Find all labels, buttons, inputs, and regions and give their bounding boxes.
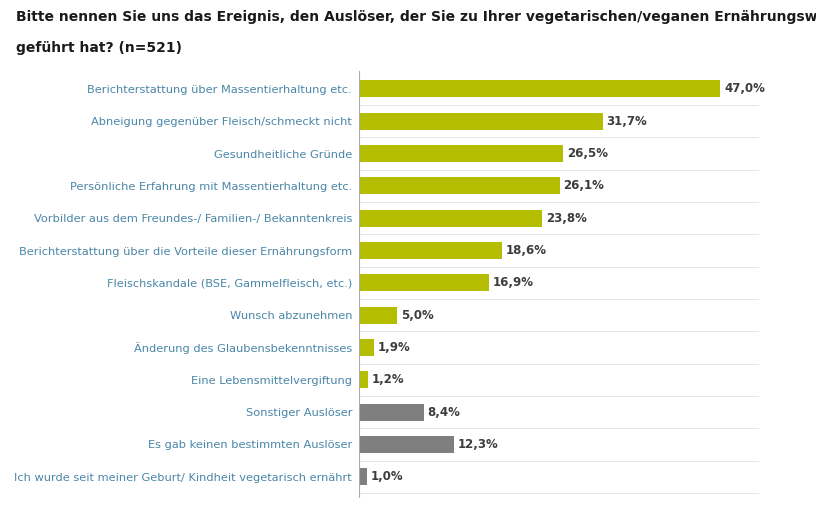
Bar <box>359 468 366 485</box>
Bar <box>359 80 721 98</box>
Text: 1,0%: 1,0% <box>370 470 403 483</box>
Bar <box>359 371 368 388</box>
Bar <box>359 339 374 356</box>
Text: 12,3%: 12,3% <box>458 438 499 451</box>
Text: 47,0%: 47,0% <box>725 82 765 96</box>
Text: geführt hat? (n=521): geführt hat? (n=521) <box>16 41 182 55</box>
Text: 1,9%: 1,9% <box>378 341 410 354</box>
Bar <box>359 242 502 259</box>
Text: 26,5%: 26,5% <box>566 147 608 160</box>
Text: 26,1%: 26,1% <box>564 179 605 193</box>
Text: 8,4%: 8,4% <box>428 406 460 419</box>
Bar <box>359 436 454 453</box>
Text: 16,9%: 16,9% <box>493 276 534 290</box>
Bar <box>359 307 397 324</box>
Text: 31,7%: 31,7% <box>606 115 647 128</box>
Text: 5,0%: 5,0% <box>401 309 434 322</box>
Bar <box>359 145 563 162</box>
Bar <box>359 177 560 194</box>
Text: 18,6%: 18,6% <box>506 244 547 257</box>
Text: 1,2%: 1,2% <box>372 373 405 387</box>
Bar <box>359 404 424 421</box>
Bar <box>359 210 542 227</box>
Text: Bitte nennen Sie uns das Ereignis, den Auslöser, der Sie zu Ihrer vegetarischen/: Bitte nennen Sie uns das Ereignis, den A… <box>16 10 816 24</box>
Text: 23,8%: 23,8% <box>546 212 587 225</box>
Bar <box>359 274 489 291</box>
Bar <box>359 113 603 130</box>
